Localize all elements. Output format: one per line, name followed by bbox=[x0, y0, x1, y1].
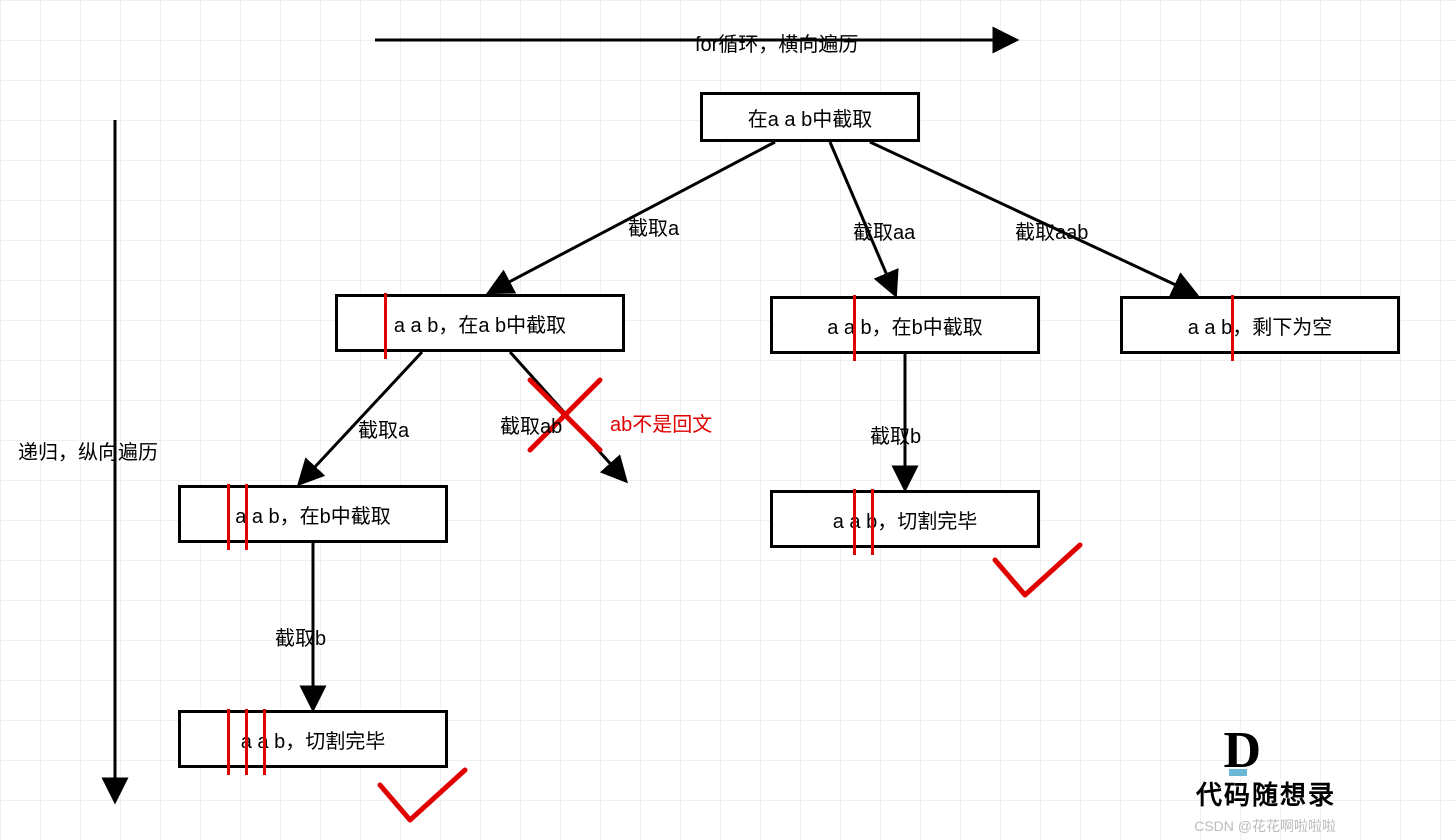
edge-label-a-a: 截取a bbox=[358, 414, 409, 443]
node-a-a-text: a a b，在b中截取 bbox=[235, 500, 391, 529]
cut-mark bbox=[227, 484, 230, 550]
cut-mark bbox=[871, 489, 874, 555]
csdn-attribution: CSDN @花花啊啦啦啦 bbox=[1194, 816, 1336, 836]
edge-label-root-a: 截取a bbox=[628, 212, 679, 241]
node-root-text: 在a a b中截取 bbox=[748, 103, 872, 132]
top-arrow-label: for循环，横向遍历 bbox=[695, 28, 858, 57]
left-arrow-label: 递归，纵向遍历 bbox=[18, 436, 158, 465]
cut-mark bbox=[384, 293, 387, 359]
edge-label-root-aa: 截取aa bbox=[853, 216, 915, 245]
cut-mark bbox=[1231, 295, 1234, 361]
cut-mark bbox=[245, 709, 248, 775]
node-a-text: a a b，在a b中截取 bbox=[394, 309, 566, 338]
edge-label-a-a-b: 截取b bbox=[275, 622, 326, 651]
edge-label-aa-b: 截取b bbox=[870, 420, 921, 449]
node-a-a: a a b，在b中截取 bbox=[178, 485, 448, 543]
node-aa-b: a a b，切割完毕 bbox=[770, 490, 1040, 548]
node-a-a-b: a a b，切割完毕 bbox=[178, 710, 448, 768]
edge-label-a-ab: 截取ab bbox=[500, 410, 562, 439]
node-aa-text: a a b，在b中截取 bbox=[827, 311, 983, 340]
cut-mark bbox=[853, 489, 856, 555]
node-a: a a b，在a b中截取 bbox=[335, 294, 625, 352]
node-aab: a a b，剩下为空 bbox=[1120, 296, 1400, 354]
node-aab-text: a a b，剩下为空 bbox=[1188, 311, 1332, 340]
cut-mark bbox=[263, 709, 266, 775]
edge-label-root-aab: 截取aab bbox=[1015, 216, 1088, 245]
node-aa: a a b，在b中截取 bbox=[770, 296, 1040, 354]
logo-icon: D bbox=[1223, 721, 1261, 780]
cut-mark bbox=[245, 484, 248, 550]
annotation-not-palindrome: ab不是回文 bbox=[610, 408, 712, 437]
cut-mark bbox=[853, 295, 856, 361]
watermark-text: 代码随想录 bbox=[1196, 775, 1336, 812]
node-root: 在a a b中截取 bbox=[700, 92, 920, 142]
cut-mark bbox=[227, 709, 230, 775]
